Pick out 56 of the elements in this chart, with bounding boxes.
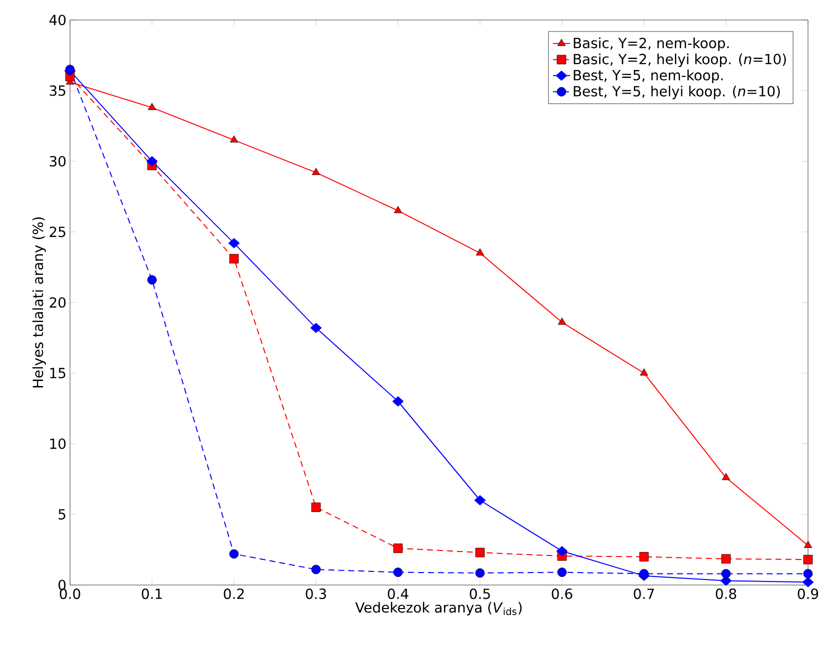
x-tick-label: 0.0 [60,588,80,600]
point [475,548,485,558]
point [393,568,403,577]
point [146,156,158,166]
point [312,168,320,175]
point [804,540,812,548]
y-tick-label: 15 [50,368,66,378]
x-tick-label: 0.6 [552,588,572,600]
legend-label: Best, Y=5, nem-koop. [574,70,723,84]
point [557,568,567,577]
point [392,396,404,406]
x-tick-label: 0.1 [142,588,162,600]
point [639,569,649,578]
point [639,552,649,562]
point [803,554,813,564]
point [310,322,322,333]
point [229,549,239,559]
legend-label: Basic, Y=2, helyi koop. (n=10) [574,54,786,68]
y-tick-label: 20 [50,297,66,308]
x-tick-label: 0.9 [798,588,818,600]
point [475,568,485,578]
point [148,102,156,110]
y-tick-label: 5 [58,509,66,520]
x-tick-label: 0.2 [224,588,244,600]
x-tick-label: 0.3 [306,588,326,600]
point [230,135,238,142]
point [228,238,240,248]
point [558,318,566,325]
x-tick-label: 0.4 [388,588,408,600]
legend-label: Basic, Y=2, nem-koop. [574,37,729,51]
point [721,554,731,564]
point [476,248,484,256]
y-tick-label: 25 [50,226,66,238]
point [147,275,157,285]
point [394,206,402,214]
point [393,544,403,553]
y-axis-title: Helyes talalati arany (%) [32,217,46,388]
point [556,546,568,556]
point [311,564,321,574]
point [640,368,648,376]
x-tick-label: 0.5 [470,588,490,600]
point [722,472,730,480]
y-tick-label: 30 [50,156,66,167]
point [311,502,321,512]
legend-label: Best, Y=5, helyi koop. (n=10) [574,86,780,100]
x-tick-label: 0.7 [634,588,654,600]
point [721,569,731,578]
point [474,495,486,506]
point [802,577,814,588]
y-tick-label: 10 [50,438,66,450]
y-tick-label: 35 [50,85,66,96]
x-tick-label: 0.8 [716,588,736,600]
x-axis-title: Vedekezok aranya (V$_{ids}$) [355,602,522,616]
y-tick-label: 40 [49,14,66,26]
point [229,254,239,264]
point [803,569,813,578]
